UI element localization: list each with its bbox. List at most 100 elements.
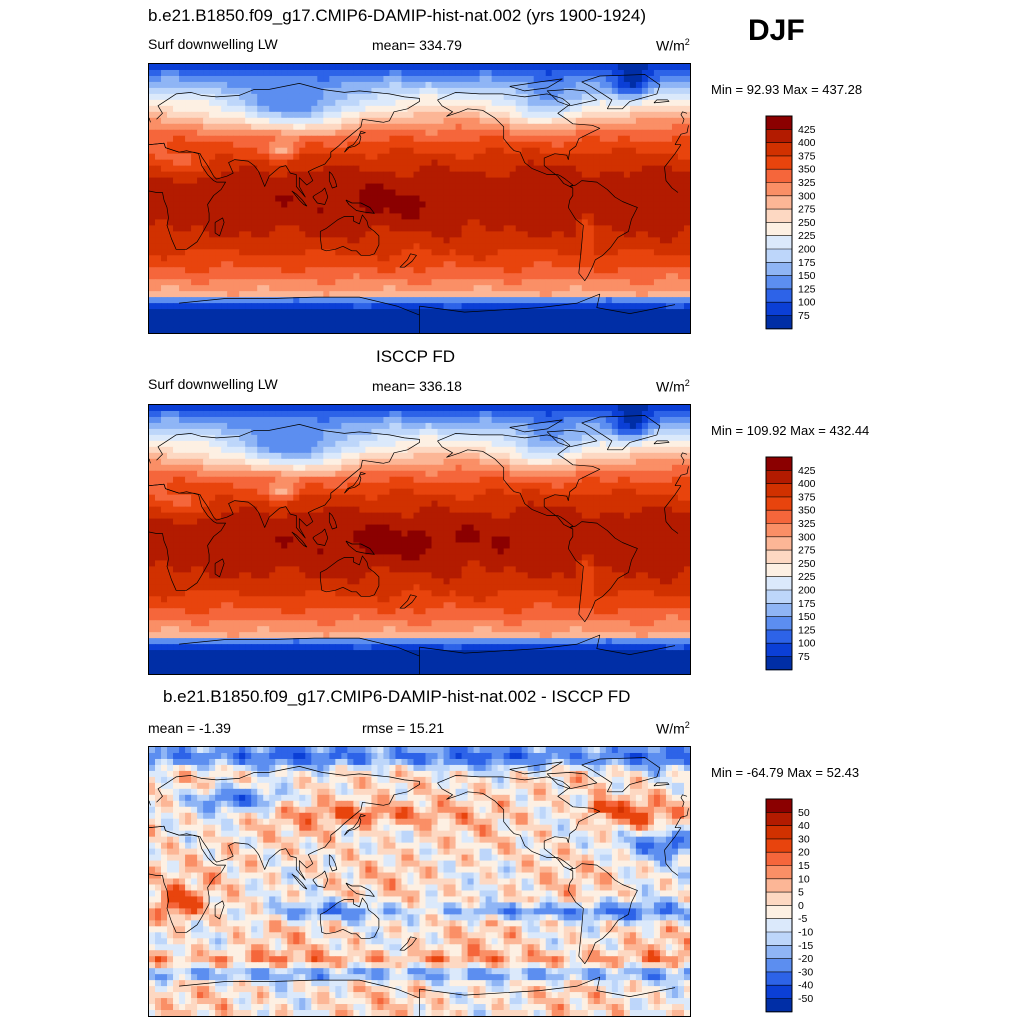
map-2-cell	[593, 452, 601, 460]
map-1-cell	[545, 321, 553, 328]
map-2-cell	[389, 416, 396, 424]
map-1-cell	[449, 147, 457, 155]
map-1-cell	[497, 99, 505, 107]
map-1-cell	[275, 117, 282, 125]
map-1-cell	[461, 165, 469, 173]
map-1-cell	[509, 177, 517, 185]
map-1-cell	[635, 279, 643, 286]
map-2-cell	[569, 416, 577, 424]
map-1-cell	[497, 129, 505, 137]
map-1-cell	[311, 201, 318, 208]
map-1-cell	[383, 81, 390, 89]
map-1-cell	[221, 129, 228, 137]
map-1-cell	[245, 321, 252, 328]
map-2-cell	[671, 410, 679, 418]
map-2-cell	[161, 428, 168, 436]
map-2-cell	[635, 416, 643, 424]
map-1-cell	[395, 237, 402, 244]
map-1-cell	[455, 75, 463, 83]
map-1-cell	[533, 147, 541, 155]
map-1-cell	[149, 309, 156, 316]
map-1-cell	[461, 201, 469, 208]
map-1-cell	[323, 75, 330, 83]
map-1-cell	[509, 225, 517, 232]
map-1-cell	[359, 261, 366, 268]
map-1-cell	[605, 327, 613, 333]
panel-1-colorbar-svg: 4254003753503253002752502252001751501251…	[765, 115, 816, 330]
map-1-cell	[437, 291, 445, 298]
map-1-cell	[179, 243, 186, 250]
map-1-cell	[635, 64, 643, 71]
map-1-cell	[299, 64, 306, 71]
map-2-cell	[335, 410, 342, 418]
map-1-cell	[575, 303, 583, 310]
map-1-cell	[209, 315, 216, 322]
map-1-cell	[533, 135, 541, 143]
map-1-cell	[575, 165, 583, 173]
map-1-cell	[581, 231, 589, 238]
map-1-cell	[377, 255, 384, 262]
map-1-cell	[443, 69, 451, 77]
map-2-cell	[401, 416, 408, 424]
map-1-cell	[641, 81, 649, 89]
map-1-cell	[239, 207, 246, 214]
map-1-cell	[425, 273, 433, 280]
map-1-cell	[479, 129, 487, 137]
map-1-cell	[599, 309, 607, 316]
map-1-cell	[365, 279, 372, 286]
map-2-cell	[443, 440, 451, 448]
map-1-cell	[671, 213, 679, 220]
map-1-cell	[533, 75, 541, 83]
map-2-cell	[539, 434, 547, 442]
map-1-cell	[389, 315, 396, 322]
map-1-cell	[353, 279, 360, 286]
map-2-cell	[353, 458, 360, 466]
map-2-cell	[665, 434, 673, 442]
map-1-cell	[311, 267, 318, 274]
map-1-cell	[275, 249, 282, 256]
map-1-cell	[149, 315, 156, 322]
map-2-cell	[539, 440, 547, 448]
map-1-cell	[347, 159, 354, 167]
map-1-cell	[581, 213, 589, 220]
map-2-cell	[203, 405, 210, 412]
map-2-cell	[581, 405, 589, 412]
map-1-cell	[533, 327, 541, 333]
map-1-cell	[665, 123, 673, 131]
map-1-cell	[209, 165, 216, 173]
map-1-cell	[317, 111, 324, 119]
map-1-cell	[395, 111, 402, 119]
map-1-cell	[155, 213, 162, 220]
map-1-cell	[635, 207, 643, 214]
map-1-cell	[161, 87, 168, 95]
map-1-cell	[473, 327, 481, 333]
map-1-cell	[377, 69, 384, 77]
map-1-cell	[455, 159, 463, 167]
map-2-cell	[173, 452, 180, 460]
map-1-cell	[167, 141, 174, 149]
map-1-cell	[167, 75, 174, 83]
map-1-cell	[413, 153, 420, 161]
map-1-cell	[377, 159, 384, 167]
map-1-cell	[317, 255, 324, 262]
map-1-cell	[365, 261, 372, 268]
map-1-cell	[449, 189, 457, 197]
map-1-cell	[365, 153, 372, 161]
map-1-cell	[509, 267, 517, 274]
map-1-cell	[425, 111, 433, 119]
map-1-cell	[407, 213, 414, 220]
map-1-cell	[623, 69, 631, 77]
map-2-cell	[251, 405, 258, 412]
map-1-cell	[161, 183, 168, 191]
map-2-cell	[197, 428, 204, 436]
map-2-cell	[335, 405, 342, 412]
map-2-cell	[347, 446, 354, 454]
map-1-cell	[479, 117, 487, 125]
map-1-cell	[335, 87, 342, 95]
map-1-cell	[209, 213, 216, 220]
map-2-cell	[551, 452, 559, 460]
map-2-cell	[287, 405, 294, 412]
map-1-cell	[401, 315, 408, 322]
map-1-cell	[461, 327, 469, 333]
map-1-cell	[521, 64, 529, 71]
